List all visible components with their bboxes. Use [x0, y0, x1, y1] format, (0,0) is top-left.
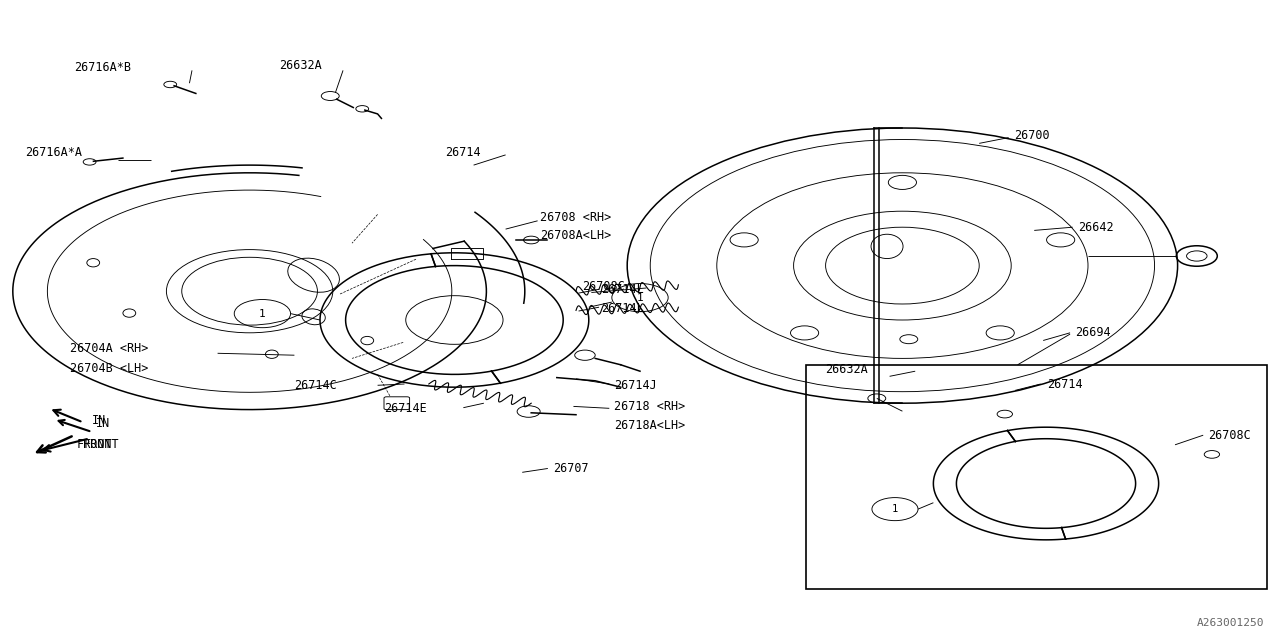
Text: 26714J: 26714J [614, 379, 657, 392]
Text: IN: IN [96, 417, 110, 430]
Text: 26718A<LH>: 26718A<LH> [614, 419, 686, 432]
Text: 26714L: 26714L [602, 302, 644, 315]
Text: 26714C: 26714C [294, 379, 337, 392]
Text: 1: 1 [636, 292, 644, 303]
Text: FRONT: FRONT [77, 438, 113, 451]
Text: IN: IN [92, 414, 106, 427]
Text: 26708A<LH>: 26708A<LH> [540, 229, 612, 242]
Text: 1: 1 [259, 308, 266, 319]
Text: 26708C: 26708C [1208, 429, 1251, 442]
Text: 26632A: 26632A [279, 60, 321, 72]
Text: 26704B <LH>: 26704B <LH> [70, 362, 148, 374]
Text: 26718 <RH>: 26718 <RH> [614, 400, 686, 413]
Text: 26708 <RH>: 26708 <RH> [540, 211, 612, 224]
Text: 26704A <RH>: 26704A <RH> [70, 342, 148, 355]
Text: 26632A: 26632A [826, 364, 868, 376]
Text: 26714L: 26714L [602, 283, 644, 296]
Text: 26642: 26642 [1078, 221, 1114, 234]
Text: 26716A*B: 26716A*B [74, 61, 132, 74]
Text: FRONT: FRONT [83, 438, 119, 451]
Text: 26708C: 26708C [582, 280, 625, 292]
Text: 26714: 26714 [1047, 378, 1083, 390]
Text: 26700: 26700 [1014, 129, 1050, 142]
Text: 26714E: 26714E [384, 402, 426, 415]
Text: 26694: 26694 [1075, 326, 1111, 339]
Text: 26714: 26714 [445, 146, 481, 159]
Text: 26707: 26707 [553, 462, 589, 475]
Text: 26716A*A: 26716A*A [26, 146, 83, 159]
Text: 1: 1 [892, 504, 899, 514]
Text: A263001250: A263001250 [1197, 618, 1265, 628]
